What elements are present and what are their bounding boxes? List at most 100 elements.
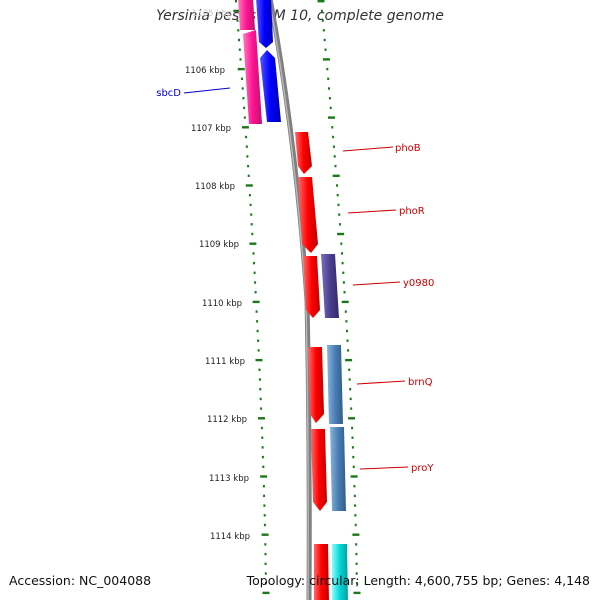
scale-minor-tick (235, 0, 237, 3)
scale-minor-tick (348, 378, 351, 381)
scale-minor-tick (252, 252, 255, 255)
gene-label-proY[interactable]: proY (411, 463, 434, 474)
gene-y0980[interactable] (321, 254, 339, 318)
scale-major-tick (322, 58, 330, 61)
scale-minor-tick (246, 155, 249, 158)
gene-magenta[interactable] (243, 30, 262, 124)
map-title: Yersinia pestis KIM 10, complete genome (156, 8, 444, 24)
scale-minor-tick (341, 252, 343, 255)
scale-minor-tick (249, 203, 252, 207)
gene-label-phoB[interactable]: phoB (395, 143, 421, 154)
scale-minor-tick (327, 77, 330, 80)
scale-major-tick (252, 300, 260, 304)
scale-minor-tick (321, 19, 324, 22)
gene-y0980-red[interactable] (303, 256, 320, 318)
scale-minor-tick (260, 407, 263, 410)
scale-major-tick (258, 417, 265, 420)
gene-brnQ[interactable] (327, 345, 343, 424)
scale-minor-tick (353, 494, 356, 498)
scale-minor-tick (263, 523, 266, 527)
scale-major-tick (345, 358, 353, 362)
scale-minor-tick (251, 232, 254, 236)
scale-minor-tick (255, 310, 258, 313)
scale-minor-tick (342, 281, 345, 284)
scale-minor-tick (334, 164, 337, 168)
scale-major-tick (337, 232, 345, 236)
scale-minor-tick (351, 426, 354, 430)
scale-minor-tick (260, 426, 263, 430)
leader-proY (359, 466, 409, 470)
scale-minor-tick (338, 213, 341, 216)
scale-minor-tick (340, 242, 343, 245)
scale-minor-tick (351, 436, 354, 439)
gene-label-phoR[interactable]: phoR (399, 206, 425, 217)
scale-major-tick (352, 533, 360, 536)
scale-minor-tick (342, 271, 345, 274)
scale-minor-tick (264, 582, 267, 585)
scale-minor-tick (262, 465, 265, 468)
scale-minor-tick (332, 145, 335, 148)
scale-minor-tick (242, 97, 245, 100)
accession-text: Accession: NC_004088 (9, 573, 152, 588)
scale-minor-tick (264, 572, 267, 575)
scale-minor-tick (241, 87, 244, 90)
scale-major-tick (348, 417, 356, 420)
scale-minor-tick (245, 145, 248, 148)
scale-minor-tick (237, 29, 240, 32)
leader-phoR (347, 209, 397, 214)
kbp-label-1109: 1109 kbp (199, 240, 239, 250)
gene-magenta-top[interactable] (238, 0, 255, 30)
scale-minor-tick (263, 494, 266, 498)
scale-major-tick (261, 533, 269, 536)
scale-minor-tick (331, 126, 334, 129)
gene-proY-red[interactable] (311, 429, 327, 511)
scale-minor-tick (346, 339, 349, 342)
scale-minor-tick (353, 485, 356, 488)
gene-phoR[interactable] (298, 177, 318, 253)
gene-label-sbcD[interactable]: sbcD (156, 88, 181, 99)
scale-minor-tick (329, 106, 332, 110)
gene-sbcD[interactable] (260, 50, 281, 122)
scale-major-tick (328, 116, 335, 119)
scale-minor-tick (344, 310, 347, 313)
gene-label-brnQ[interactable]: brnQ (408, 377, 433, 388)
kbp-label-1111: 1111 kbp (205, 357, 245, 367)
scale-minor-tick (320, 9, 323, 13)
scale-minor-tick (250, 213, 253, 216)
scale-minor-tick (256, 320, 259, 323)
gene-brnQ-red[interactable] (308, 347, 324, 423)
scale-major-tick (233, 9, 241, 13)
scale-minor-tick (245, 135, 248, 139)
scale-minor-tick (263, 504, 266, 507)
scale-minor-tick (345, 320, 348, 323)
scale-minor-tick (355, 582, 358, 585)
scale-minor-tick (333, 155, 336, 158)
scale-major-tick (350, 475, 358, 478)
scale-minor-tick (328, 87, 330, 90)
scale-minor-tick (350, 407, 353, 410)
gene-label-y0980[interactable]: y0980 (403, 278, 434, 289)
scale-minor-tick (343, 291, 346, 294)
scale-minor-tick (337, 203, 340, 207)
leader-brnQ (356, 380, 406, 385)
scale-minor-tick (324, 48, 327, 51)
scale-minor-tick (259, 397, 262, 401)
scale-minor-tick (248, 194, 251, 197)
scale-minor-tick (264, 552, 267, 556)
scale-major-tick (262, 591, 270, 595)
scale-minor-tick (263, 514, 266, 517)
leader-sbcD (183, 87, 231, 94)
gene-red-bottom[interactable] (314, 544, 329, 600)
gene-cyan-bottom[interactable] (332, 544, 348, 600)
gene-proY[interactable] (330, 427, 346, 511)
scale-minor-tick (346, 329, 348, 333)
scale-minor-tick (323, 38, 326, 42)
kbp-label-1108: 1108 kbp (195, 182, 235, 192)
gene-phoB[interactable] (295, 132, 312, 174)
gene-sbcD-top[interactable] (256, 0, 273, 48)
scale-minor-tick (261, 446, 264, 449)
kbp-label-1106: 1106 kbp (185, 66, 225, 76)
scale-minor-tick (238, 38, 240, 42)
scale-minor-tick (253, 261, 255, 265)
